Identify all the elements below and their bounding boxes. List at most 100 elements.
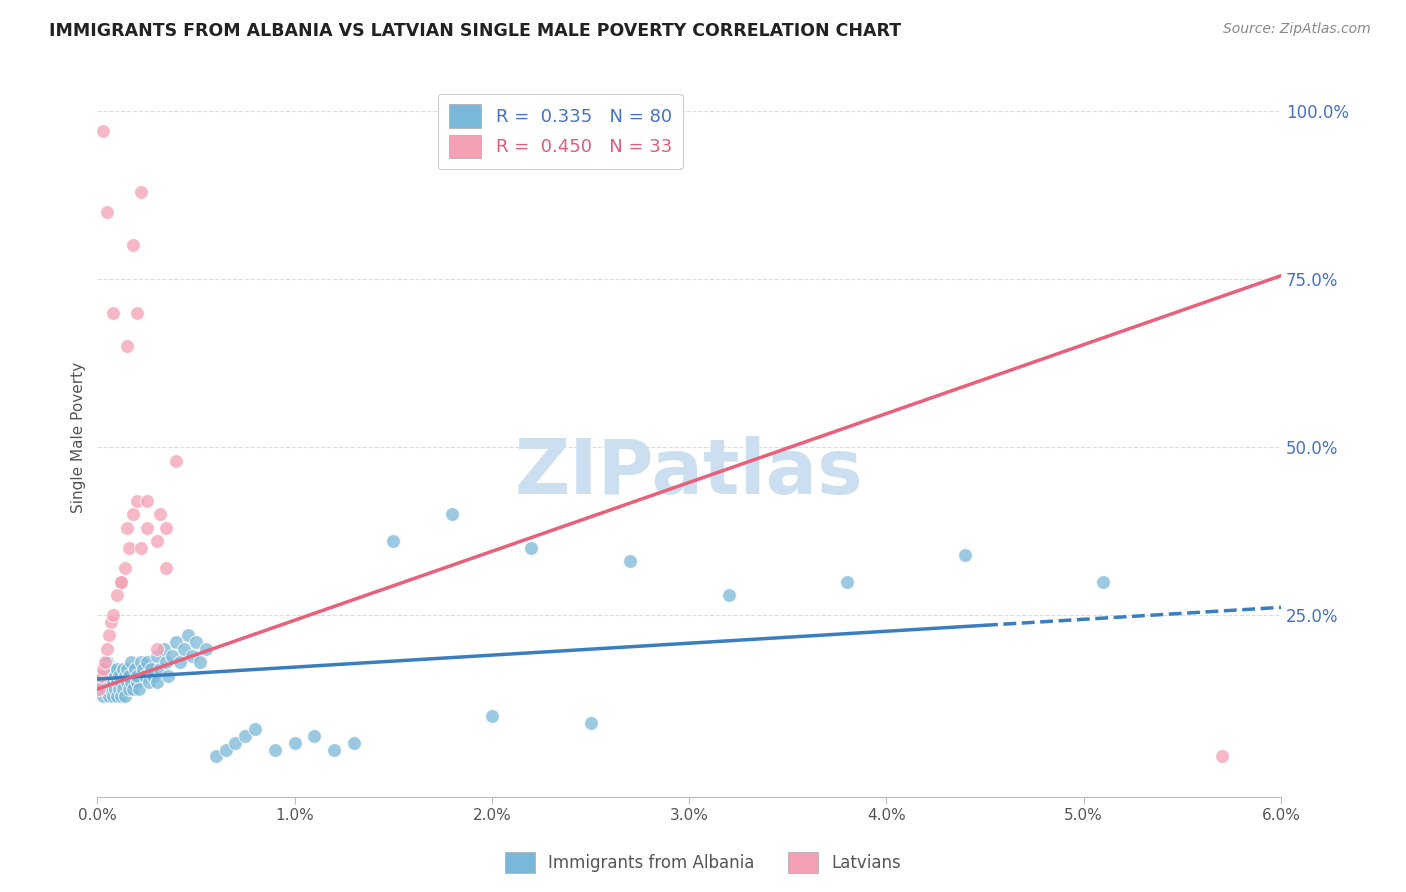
Point bbox=[129, 541, 152, 555]
Point bbox=[619, 554, 641, 568]
Point bbox=[155, 655, 177, 669]
Point bbox=[105, 662, 128, 676]
Point bbox=[224, 736, 246, 750]
Point bbox=[717, 588, 740, 602]
Point bbox=[194, 641, 217, 656]
Point bbox=[520, 541, 543, 555]
Point bbox=[233, 729, 256, 743]
Point bbox=[94, 655, 117, 669]
Point bbox=[138, 675, 160, 690]
Point bbox=[121, 682, 143, 697]
Point bbox=[100, 615, 122, 629]
Point bbox=[98, 628, 121, 642]
Legend: Immigrants from Albania, Latvians: Immigrants from Albania, Latvians bbox=[498, 846, 908, 880]
Point bbox=[90, 675, 112, 690]
Point bbox=[101, 689, 124, 703]
Point bbox=[111, 662, 134, 676]
Point bbox=[94, 662, 117, 676]
Point bbox=[120, 655, 142, 669]
Point bbox=[214, 742, 236, 756]
Point bbox=[1211, 749, 1233, 764]
Point bbox=[121, 508, 143, 522]
Point bbox=[96, 205, 118, 219]
Point bbox=[1092, 574, 1115, 589]
Point bbox=[139, 662, 162, 676]
Point bbox=[94, 682, 117, 697]
Point bbox=[91, 668, 114, 682]
Point bbox=[155, 521, 177, 535]
Point bbox=[125, 494, 148, 508]
Point bbox=[145, 675, 167, 690]
Point bbox=[100, 662, 122, 676]
Point bbox=[114, 689, 136, 703]
Point bbox=[120, 675, 142, 690]
Point bbox=[98, 668, 121, 682]
Point bbox=[204, 749, 226, 764]
Point bbox=[115, 675, 138, 690]
Point bbox=[114, 561, 136, 575]
Point bbox=[118, 541, 141, 555]
Point bbox=[115, 339, 138, 353]
Point bbox=[177, 628, 200, 642]
Point bbox=[135, 521, 157, 535]
Point bbox=[835, 574, 858, 589]
Point bbox=[142, 668, 165, 682]
Point bbox=[343, 736, 366, 750]
Point bbox=[114, 668, 136, 682]
Text: Source: ZipAtlas.com: Source: ZipAtlas.com bbox=[1223, 22, 1371, 37]
Point bbox=[129, 185, 152, 199]
Point bbox=[96, 641, 118, 656]
Point bbox=[184, 635, 207, 649]
Point bbox=[101, 675, 124, 690]
Point bbox=[89, 682, 111, 697]
Point bbox=[323, 742, 346, 756]
Text: ZIPatlas: ZIPatlas bbox=[515, 436, 863, 510]
Point bbox=[284, 736, 307, 750]
Point bbox=[382, 534, 405, 549]
Point bbox=[105, 689, 128, 703]
Point bbox=[155, 561, 177, 575]
Point bbox=[304, 729, 326, 743]
Point bbox=[110, 689, 132, 703]
Point bbox=[101, 306, 124, 320]
Point bbox=[91, 662, 114, 676]
Point bbox=[101, 608, 124, 623]
Point bbox=[91, 689, 114, 703]
Point bbox=[105, 588, 128, 602]
Point bbox=[243, 723, 266, 737]
Point bbox=[96, 655, 118, 669]
Point bbox=[125, 675, 148, 690]
Point bbox=[149, 508, 172, 522]
Point bbox=[173, 641, 195, 656]
Point bbox=[125, 668, 148, 682]
Point bbox=[149, 662, 172, 676]
Point bbox=[98, 689, 121, 703]
Point bbox=[134, 668, 156, 682]
Point bbox=[145, 534, 167, 549]
Point bbox=[135, 655, 157, 669]
Point bbox=[153, 641, 176, 656]
Point bbox=[481, 709, 503, 723]
Point bbox=[181, 648, 204, 663]
Point bbox=[118, 682, 141, 697]
Point bbox=[90, 668, 112, 682]
Point bbox=[145, 648, 167, 663]
Point bbox=[104, 668, 127, 682]
Y-axis label: Single Male Poverty: Single Male Poverty bbox=[72, 361, 86, 513]
Point bbox=[157, 668, 180, 682]
Point bbox=[135, 494, 157, 508]
Point bbox=[108, 668, 131, 682]
Point bbox=[579, 715, 602, 730]
Point bbox=[121, 238, 143, 252]
Point bbox=[188, 655, 211, 669]
Point bbox=[264, 742, 287, 756]
Point bbox=[145, 641, 167, 656]
Point bbox=[104, 682, 127, 697]
Point bbox=[115, 662, 138, 676]
Point bbox=[162, 648, 184, 663]
Point bbox=[125, 306, 148, 320]
Point bbox=[955, 548, 977, 562]
Point bbox=[110, 574, 132, 589]
Point bbox=[100, 682, 122, 697]
Point bbox=[110, 675, 132, 690]
